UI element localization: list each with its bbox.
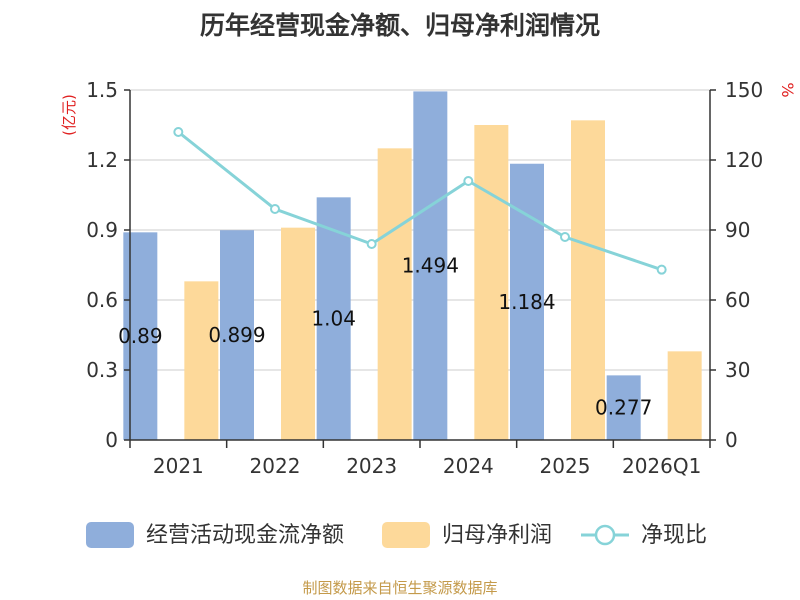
bar-profit-2024 [474, 125, 509, 440]
bar-cash-2026Q1 [606, 375, 641, 440]
y-right-tick-label: 30 [725, 358, 750, 382]
legend-label-cash: 经营活动现金流净额 [146, 523, 344, 548]
chart-title: 历年经营现金净额、归母净利润情况 [200, 11, 600, 40]
bar-cash-2022 [220, 230, 254, 440]
y-left-tick-label: 1.5 [86, 78, 118, 102]
x-tick-label: 2022 [250, 454, 301, 478]
bar-profit-2022 [281, 227, 315, 440]
bar-profit-2025 [571, 120, 605, 440]
ratio-point-2023 [366, 239, 377, 249]
y-right-tick-label: 0 [725, 428, 738, 452]
bar-profit-2021 [184, 281, 219, 440]
y-right-unit-label: % [778, 82, 797, 97]
legend[interactable]: 经营活动现金流净额 归母净利润 净现比 [86, 522, 707, 548]
y-left-tick-label: 1.2 [86, 148, 118, 172]
legend-swatch-ratio-marker [594, 524, 616, 546]
ratio-point-2022 [270, 204, 280, 214]
x-tick-label: 2021 [153, 454, 204, 478]
data-label-cash-2022: 0.899 [208, 323, 265, 347]
bars [123, 91, 702, 441]
y-left-tick-label: 0.6 [86, 288, 118, 312]
x-tick-label: 2025 [540, 454, 591, 478]
bar-profit-2023 [377, 148, 412, 441]
bar-cash-2021 [123, 232, 158, 440]
bar-cash-2023 [316, 197, 351, 440]
y-left-tick-label: 0 [105, 428, 118, 452]
legend-swatch-cash [86, 522, 134, 548]
data-label-cash-2026Q1: 0.277 [595, 396, 652, 420]
y-left-tick-label: 0.3 [86, 358, 118, 382]
y-right-tick-label: 120 [725, 148, 763, 172]
data-label-cash-2024: 1.494 [402, 254, 459, 278]
legend-label-profit: 归母净利润 [442, 523, 552, 548]
ratio-polyline [177, 130, 663, 272]
x-tick-label: 2023 [346, 454, 397, 478]
bar-profit-2026Q1 [667, 351, 702, 440]
y-right-tick-label: 60 [725, 288, 750, 312]
x-tick-label: 2026Q1 [622, 454, 701, 478]
ratio-point-2026Q1 [656, 264, 667, 275]
data-labels: 0.89 0.899 1.04 1.494 1.184 0.277 [118, 254, 652, 420]
y-right-tick-label: 150 [725, 78, 763, 102]
y-left-unit-label: (亿元) [60, 94, 78, 136]
ratio-point-2021 [173, 127, 184, 137]
axes: 0 0.3 0.6 0.9 1.2 1.5 0 30 60 90 120 150 2021 2022 202… [60, 78, 797, 478]
ratio-point-2024 [463, 176, 474, 186]
legend-label-ratio: 净现比 [641, 523, 707, 548]
data-label-cash-2023: 1.04 [311, 307, 356, 331]
source-note: 制图数据来自恒生聚源数据库 [302, 579, 497, 597]
data-label-cash-2025: 1.184 [498, 290, 555, 314]
legend-swatch-profit [382, 522, 430, 548]
x-tick-label: 2024 [443, 454, 494, 478]
y-left-tick-label: 0.9 [86, 218, 118, 242]
ratio-line [173, 127, 667, 275]
data-label-cash-2021: 0.89 [118, 324, 163, 348]
y-right-tick-label: 90 [725, 218, 750, 242]
ratio-point-2025 [560, 232, 570, 242]
bar-cash-2024 [413, 91, 448, 441]
